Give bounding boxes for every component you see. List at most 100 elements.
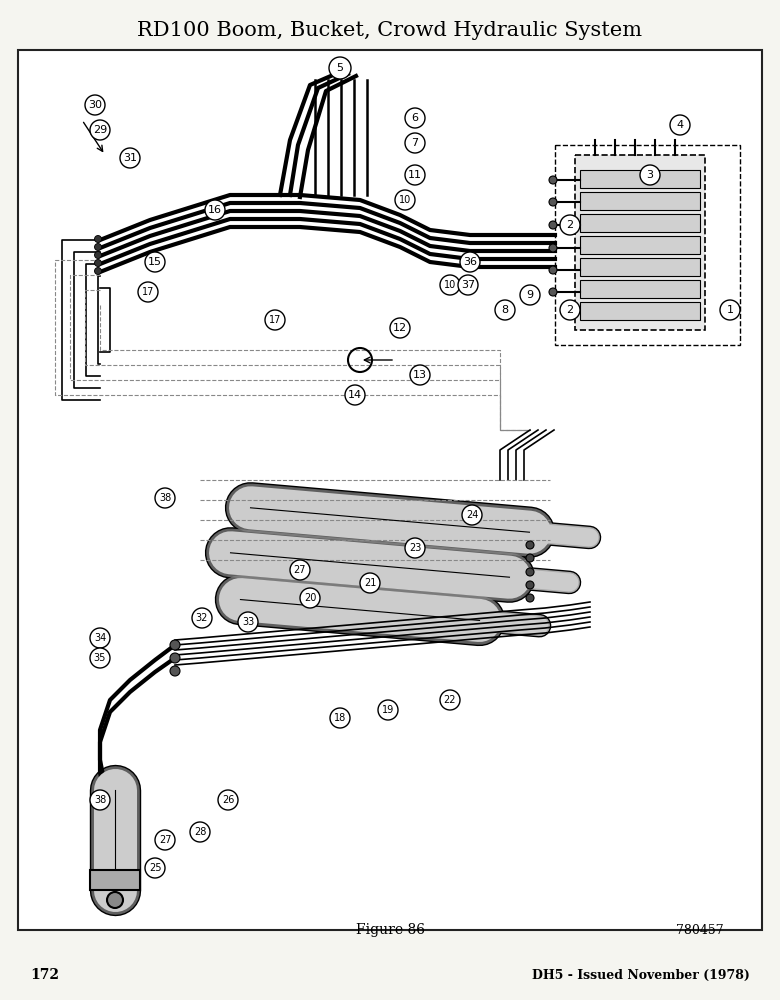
Circle shape xyxy=(378,700,398,720)
Circle shape xyxy=(170,640,180,650)
Bar xyxy=(90,870,140,890)
Text: 13: 13 xyxy=(413,370,427,380)
Text: 17: 17 xyxy=(142,287,154,297)
Text: 36: 36 xyxy=(463,257,477,267)
Text: 7: 7 xyxy=(411,138,419,148)
Text: 18: 18 xyxy=(334,713,346,723)
Circle shape xyxy=(526,568,534,576)
Circle shape xyxy=(549,176,557,184)
Bar xyxy=(580,236,700,254)
Text: 10: 10 xyxy=(444,280,456,290)
Text: 4: 4 xyxy=(676,120,683,130)
Circle shape xyxy=(90,628,110,648)
Text: 38: 38 xyxy=(159,493,171,503)
Text: 35: 35 xyxy=(94,653,106,663)
Text: 31: 31 xyxy=(123,153,137,163)
Circle shape xyxy=(526,541,534,549)
Circle shape xyxy=(560,215,580,235)
Bar xyxy=(580,192,700,210)
Circle shape xyxy=(107,892,123,908)
Text: RD100 Boom, Bucket, Crowd Hydraulic System: RD100 Boom, Bucket, Crowd Hydraulic Syst… xyxy=(137,20,643,39)
Circle shape xyxy=(440,690,460,710)
Text: 12: 12 xyxy=(393,323,407,333)
Circle shape xyxy=(395,190,415,210)
Circle shape xyxy=(526,581,534,589)
Text: 780457: 780457 xyxy=(676,924,724,936)
Circle shape xyxy=(526,594,534,602)
Circle shape xyxy=(90,648,110,668)
Circle shape xyxy=(405,133,425,153)
Circle shape xyxy=(145,252,165,272)
Circle shape xyxy=(205,200,225,220)
Circle shape xyxy=(265,310,285,330)
Circle shape xyxy=(560,300,580,320)
Circle shape xyxy=(405,165,425,185)
Circle shape xyxy=(138,282,158,302)
Text: 27: 27 xyxy=(294,565,307,575)
Circle shape xyxy=(120,148,140,168)
Bar xyxy=(575,155,705,330)
Text: 16: 16 xyxy=(208,205,222,215)
Circle shape xyxy=(90,120,110,140)
Circle shape xyxy=(549,266,557,274)
Bar xyxy=(580,214,700,232)
Text: 22: 22 xyxy=(444,695,456,705)
Text: 6: 6 xyxy=(412,113,419,123)
Circle shape xyxy=(170,666,180,676)
Circle shape xyxy=(410,365,430,385)
Circle shape xyxy=(85,95,105,115)
Bar xyxy=(580,280,700,298)
Text: 20: 20 xyxy=(304,593,316,603)
Circle shape xyxy=(405,108,425,128)
Text: 29: 29 xyxy=(93,125,107,135)
Text: 1: 1 xyxy=(726,305,733,315)
Circle shape xyxy=(170,653,180,663)
Circle shape xyxy=(94,235,101,242)
Circle shape xyxy=(94,243,101,250)
Circle shape xyxy=(640,165,660,185)
Circle shape xyxy=(405,538,425,558)
Circle shape xyxy=(549,288,557,296)
Text: 32: 32 xyxy=(196,613,208,623)
Text: 30: 30 xyxy=(88,100,102,110)
Circle shape xyxy=(549,244,557,252)
Circle shape xyxy=(460,252,480,272)
Text: 19: 19 xyxy=(382,705,394,715)
Circle shape xyxy=(300,588,320,608)
Text: 14: 14 xyxy=(348,390,362,400)
Circle shape xyxy=(345,385,365,405)
Text: 28: 28 xyxy=(193,827,206,837)
Text: 3: 3 xyxy=(647,170,654,180)
Bar xyxy=(580,302,700,320)
Circle shape xyxy=(390,318,410,338)
Circle shape xyxy=(155,830,175,850)
Text: 38: 38 xyxy=(94,795,106,805)
Circle shape xyxy=(462,505,482,525)
Text: 17: 17 xyxy=(269,315,281,325)
Text: 5: 5 xyxy=(336,63,343,73)
Text: Figure 86: Figure 86 xyxy=(356,923,424,937)
Circle shape xyxy=(190,822,210,842)
Text: 9: 9 xyxy=(526,290,534,300)
Circle shape xyxy=(440,275,460,295)
Text: 2: 2 xyxy=(566,220,573,230)
Circle shape xyxy=(238,612,258,632)
Circle shape xyxy=(330,708,350,728)
Text: 11: 11 xyxy=(408,170,422,180)
Circle shape xyxy=(94,267,101,274)
Circle shape xyxy=(94,251,101,258)
Text: 33: 33 xyxy=(242,617,254,627)
Text: 27: 27 xyxy=(159,835,172,845)
Circle shape xyxy=(90,790,110,810)
Bar xyxy=(580,170,700,188)
Text: DH5 - Issued November (1978): DH5 - Issued November (1978) xyxy=(532,968,750,982)
Circle shape xyxy=(329,57,351,79)
FancyBboxPatch shape xyxy=(18,50,762,930)
Circle shape xyxy=(458,275,478,295)
Text: 2: 2 xyxy=(566,305,573,315)
Text: 8: 8 xyxy=(502,305,509,315)
Text: 21: 21 xyxy=(363,578,376,588)
Text: 26: 26 xyxy=(222,795,234,805)
Text: 24: 24 xyxy=(466,510,478,520)
Text: 172: 172 xyxy=(30,968,59,982)
